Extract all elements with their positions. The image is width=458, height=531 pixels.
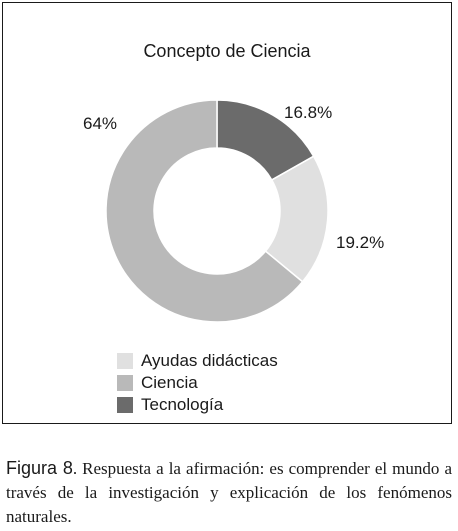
caption-label: Figura 8 bbox=[6, 458, 73, 478]
caption-text: . Respuesta a la afirmación: es comprend… bbox=[6, 459, 452, 526]
figure-caption: Figura 8. Respuesta a la afirmación: es … bbox=[6, 456, 452, 529]
legend-swatch-ayudas-didacticas bbox=[117, 353, 133, 369]
slice-label-ciencia: 64% bbox=[83, 114, 117, 133]
legend-item-ciencia: Ciencia bbox=[117, 372, 278, 394]
slice-label-ayudas-didacticas: 19.2% bbox=[336, 233, 384, 252]
legend-item-ayudas-didacticas: Ayudas didácticas bbox=[117, 350, 278, 372]
legend-item-tecnologia: Tecnología bbox=[117, 394, 278, 416]
slice-label-tecnologia: 16.8% bbox=[284, 103, 332, 122]
legend-label-ayudas-didacticas: Ayudas didácticas bbox=[141, 351, 278, 370]
legend-swatch-tecnologia bbox=[117, 397, 133, 413]
legend: Ayudas didácticas Ciencia Tecnología bbox=[117, 350, 278, 416]
donut-slice-ciencia bbox=[105, 99, 304, 323]
legend-swatch-ciencia bbox=[117, 375, 133, 391]
chart-frame: Concepto de Ciencia 16.8% 19.2% 64% Ayudas… bbox=[2, 2, 452, 424]
donut-chart: 16.8% 19.2% 64% bbox=[83, 99, 384, 323]
legend-label-ciencia: Ciencia bbox=[141, 373, 198, 392]
legend-label-tecnologia: Tecnología bbox=[141, 395, 224, 414]
chart-title: Concepto de Ciencia bbox=[143, 41, 311, 61]
